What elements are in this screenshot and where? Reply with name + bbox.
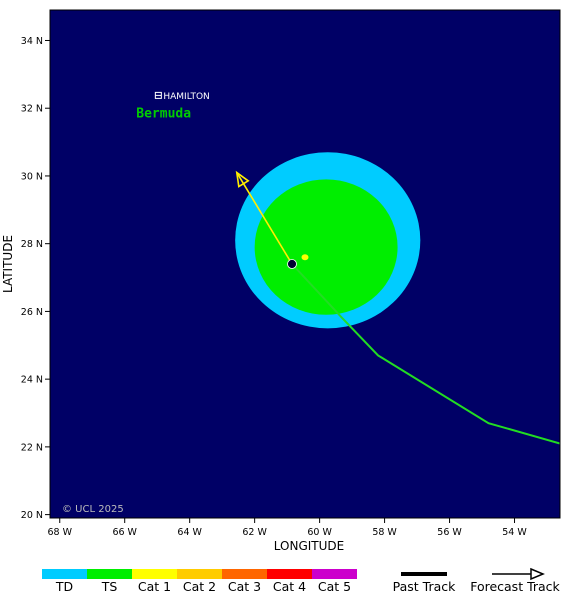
forecast-track-legend-label: Forecast Track bbox=[470, 579, 560, 594]
y-tick-label-5: 30 N bbox=[21, 171, 43, 182]
x-tick-label-5: 58 W bbox=[372, 527, 397, 538]
storm-intensity-spot bbox=[301, 254, 309, 261]
y-axis-title: LATITUDE bbox=[1, 235, 15, 293]
y-tick-label-6: 32 N bbox=[21, 104, 43, 115]
y-tick-label-2: 24 N bbox=[21, 375, 43, 386]
wind-field-ts bbox=[254, 179, 398, 315]
legend-label-cat-4: Cat 4 bbox=[273, 579, 306, 594]
legend-label-cat-1: Cat 1 bbox=[138, 579, 171, 594]
x-tick-label-2: 64 W bbox=[177, 527, 202, 538]
plot-frame bbox=[49, 9, 561, 519]
y-axis: 20 N 22 N 24 N 26 N 28 N 30 N 32 N 34 N bbox=[21, 36, 50, 521]
x-tick-label-4: 60 W bbox=[307, 527, 332, 538]
x-tick-label-0: 68 W bbox=[47, 527, 72, 538]
y-tick-label-1: 22 N bbox=[21, 442, 43, 453]
legend-label-cat-2: Cat 2 bbox=[183, 579, 216, 594]
forecast-arrowhead bbox=[235, 170, 250, 188]
city-label: HAMILTON bbox=[163, 92, 209, 102]
x-tick-label-6: 56 W bbox=[437, 527, 462, 538]
legend: TD TS Cat 1 Cat 2 Cat 3 Cat 4 Cat 5 bbox=[42, 569, 357, 594]
y-tick-label-4: 28 N bbox=[21, 239, 43, 250]
legend-swatch-cat-3 bbox=[222, 569, 267, 579]
track-legend: Past Track Forecast Track bbox=[393, 567, 561, 594]
storm-layer bbox=[235, 152, 560, 445]
legend-swatch-td bbox=[42, 569, 87, 579]
x-tick-label-7: 54 W bbox=[502, 527, 527, 538]
legend-swatch-cat-4 bbox=[267, 569, 312, 579]
forecast-track-legend-arrowhead bbox=[530, 567, 545, 581]
x-axis: 68 W 66 W 64 W 62 W 60 W 58 W 56 W 54 W bbox=[47, 518, 527, 538]
legend-label-cat-5: Cat 5 bbox=[318, 579, 351, 594]
legend-swatch-cat-2 bbox=[177, 569, 222, 579]
forecast-track-line bbox=[236, 172, 293, 265]
past-track-legend-label: Past Track bbox=[393, 579, 456, 594]
legend-swatch-cat-5 bbox=[312, 569, 357, 579]
legend-label-cat-3: Cat 3 bbox=[228, 579, 261, 594]
legend-swatch-ts bbox=[87, 569, 132, 579]
copyright-label: © UCL 2025 bbox=[62, 504, 124, 515]
y-tick-label-7: 34 N bbox=[21, 36, 43, 47]
x-tick-label-3: 62 W bbox=[242, 527, 267, 538]
storm-center-marker bbox=[287, 259, 297, 269]
past-track-line bbox=[291, 263, 560, 445]
legend-label-td: TD bbox=[55, 579, 73, 594]
island-label: Bermuda bbox=[136, 106, 191, 121]
y-tick-label-3: 26 N bbox=[21, 307, 43, 318]
legend-label-ts: TS bbox=[101, 579, 118, 594]
place-layer: HAMILTON Bermuda bbox=[136, 91, 210, 121]
x-tick-label-1: 66 W bbox=[112, 527, 137, 538]
legend-swatch-cat-1 bbox=[132, 569, 177, 579]
x-axis-title: LONGITUDE bbox=[274, 539, 344, 553]
y-tick-label-0: 20 N bbox=[21, 510, 43, 521]
